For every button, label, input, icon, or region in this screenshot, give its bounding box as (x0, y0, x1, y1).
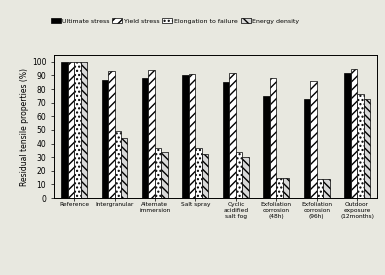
Bar (149, 70, 155, 198)
Bar (102, 79, 108, 198)
Bar (242, 157, 249, 198)
Bar (276, 178, 283, 198)
Bar (357, 95, 363, 198)
Bar (304, 98, 310, 198)
Bar (283, 178, 289, 198)
Bar (161, 152, 168, 198)
Legend: Ultimate stress, Yield stress, Elongation to failure, Energy density: Ultimate stress, Yield stress, Elongatio… (50, 18, 300, 24)
Bar (121, 138, 127, 198)
Bar (74, 62, 80, 198)
Bar (195, 148, 202, 198)
Bar (182, 75, 189, 198)
Bar (351, 69, 357, 198)
Bar (202, 155, 208, 198)
Bar (323, 179, 330, 198)
Bar (263, 96, 270, 198)
Bar (155, 148, 161, 198)
Bar (142, 78, 149, 198)
Bar (316, 179, 323, 198)
Bar (229, 73, 236, 198)
Bar (270, 78, 276, 198)
Bar (80, 62, 87, 198)
Bar (115, 131, 121, 198)
Y-axis label: Residual tensile properties (%): Residual tensile properties (%) (20, 67, 29, 186)
Bar (108, 71, 115, 198)
Bar (236, 152, 242, 198)
Bar (68, 62, 74, 198)
Bar (310, 81, 316, 198)
Bar (61, 62, 68, 198)
Bar (223, 82, 229, 198)
Bar (363, 98, 370, 198)
Bar (344, 73, 351, 198)
Bar (189, 74, 196, 198)
